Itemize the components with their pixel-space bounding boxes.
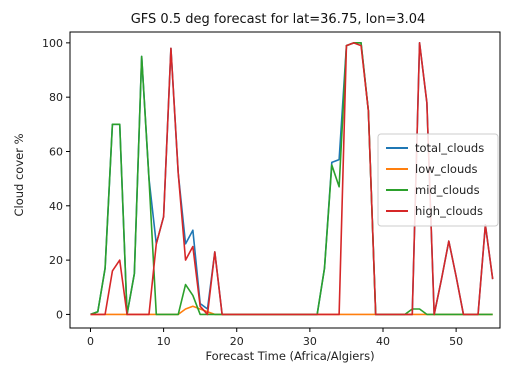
y-tick-label: 80 xyxy=(49,91,63,104)
legend-label: mid_clouds xyxy=(415,183,480,197)
x-tick-label: 10 xyxy=(157,335,171,348)
legend-label: low_clouds xyxy=(415,162,478,176)
y-tick-label: 60 xyxy=(49,145,63,158)
y-axis-label: Cloud cover % xyxy=(12,133,26,216)
y-tick-label: 40 xyxy=(49,200,63,213)
series-line-high-clouds xyxy=(90,42,494,316)
legend-label: total_clouds xyxy=(415,141,484,155)
x-axis-label: Forecast Time (Africa/Algiers) xyxy=(205,349,374,363)
y-tick-label: 0 xyxy=(56,308,63,321)
x-tick-label: 0 xyxy=(87,335,94,348)
legend: total_clouds low_clouds mid_clouds high_clo… xyxy=(377,133,499,227)
legend-label: high_clouds xyxy=(415,204,483,218)
x-tick-label: 40 xyxy=(376,335,390,348)
x-tick-label: 50 xyxy=(449,335,463,348)
plot-frame xyxy=(69,31,501,329)
x-tick-label: 30 xyxy=(303,335,317,348)
x-axis: 0 10 20 30 40 50 xyxy=(87,328,463,348)
series-line-low-clouds xyxy=(90,305,493,316)
y-tick-label: 100 xyxy=(42,37,63,50)
plot-area xyxy=(69,31,501,329)
y-tick-label: 20 xyxy=(49,254,63,267)
chart-title: GFS 0.5 deg forecast for lat=36.75, lon=… xyxy=(131,12,426,27)
y-axis: 0 20 40 60 80 100 xyxy=(42,37,70,321)
x-tick-label: 20 xyxy=(230,335,244,348)
legend-box xyxy=(377,133,499,227)
